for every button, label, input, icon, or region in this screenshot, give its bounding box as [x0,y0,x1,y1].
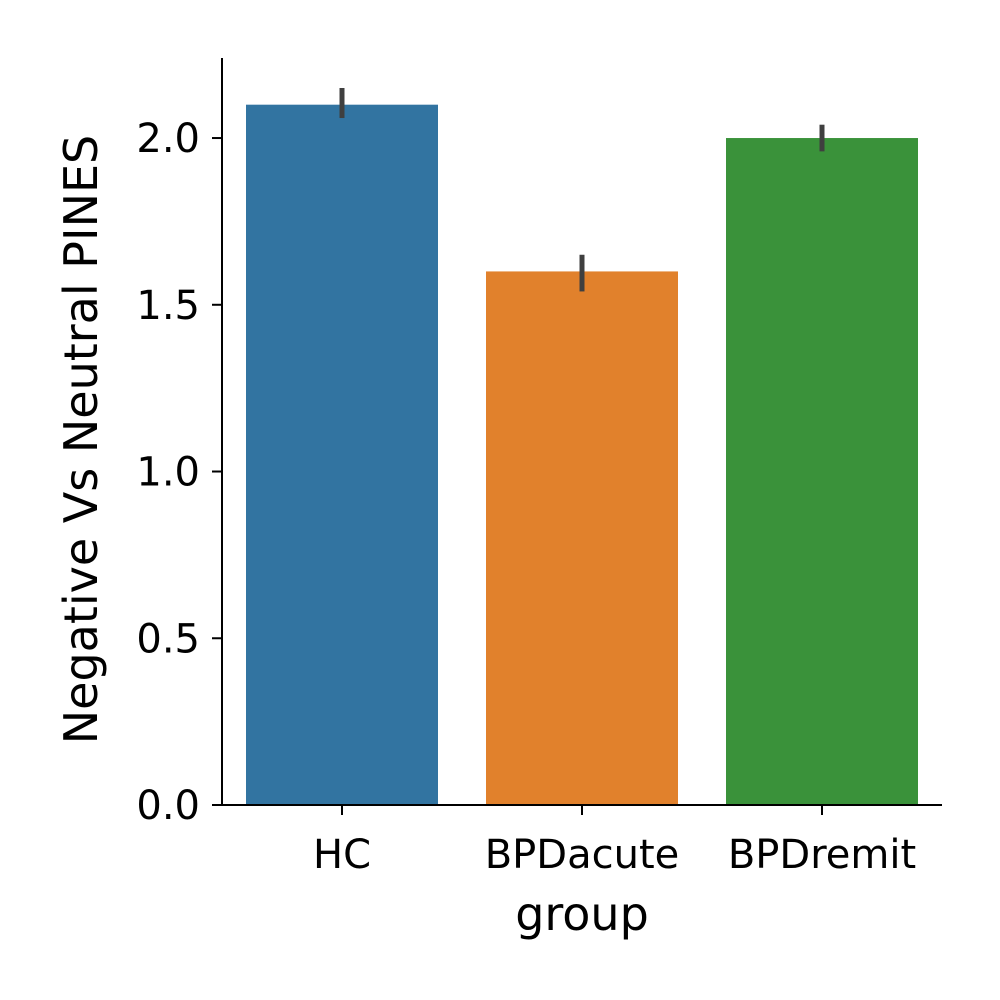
y-axis: 0.0 0.5 1.0 1.5 2.0 [136,58,223,829]
x-tick-label-bpdacute: BPDacute [485,832,680,878]
error-bars [339,88,825,292]
x-tick-label-bpdremit: BPDremit [728,832,916,878]
y-tick-label: 1.5 [136,283,200,329]
bar-hc [246,104,438,805]
y-axis-title: Negative Vs Neutral PINES [54,135,108,745]
y-tick-label: 2.0 [136,116,200,162]
bar-bpdacute [486,271,678,805]
bars [246,104,918,806]
x-tick-label-hc: HC [313,832,371,878]
y-tick-label: 1.0 [136,450,200,496]
bar-bpdremit [726,138,918,806]
x-axis-title: group [515,887,649,941]
x-axis: HC BPDacute BPDremit [222,804,942,878]
y-tick-label: 0.0 [136,783,200,829]
y-tick-label: 0.5 [136,616,200,662]
